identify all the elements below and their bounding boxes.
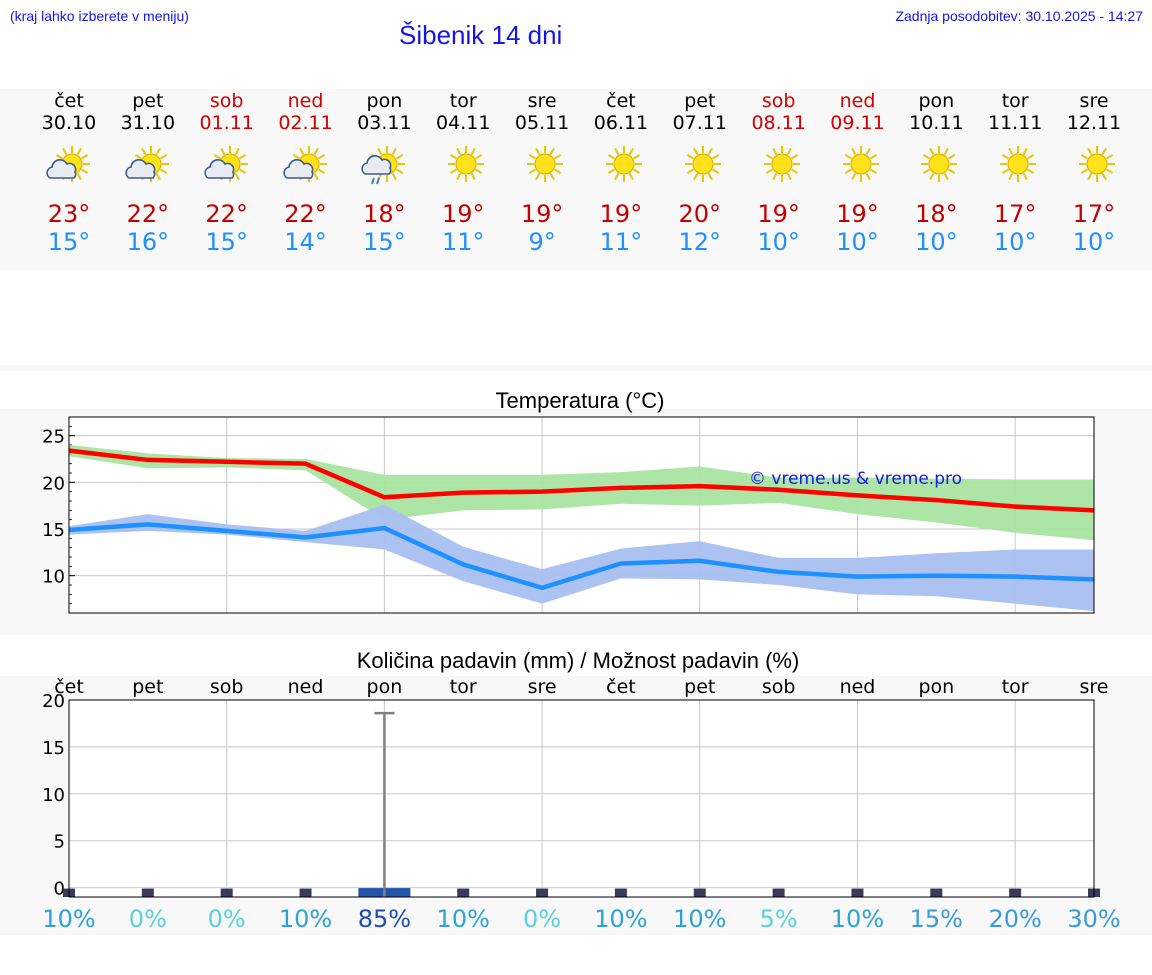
sun-icon: [831, 144, 885, 190]
day-date: 12.11: [1066, 112, 1122, 134]
min-temperature: 11°: [441, 228, 485, 256]
day-column: pon 03.11 18° 15°: [344, 90, 424, 256]
temperature-band: [0, 409, 1152, 635]
day-date: 30.10: [41, 112, 97, 134]
sun-cloud-icon: [200, 144, 254, 190]
sun-rain-icon: [357, 144, 411, 190]
day-name: pon: [918, 90, 955, 112]
min-temperature: 10°: [757, 228, 800, 256]
max-temperature: 18°: [363, 200, 406, 228]
day-date: 09.11: [830, 112, 885, 134]
sun-cloud-icon: [279, 144, 333, 190]
min-temperature: 12°: [678, 228, 722, 256]
day-name: čet: [54, 90, 84, 112]
max-temperature: 19°: [441, 200, 485, 228]
day-column: ned 02.11 22° 14°: [266, 90, 346, 256]
sun-cloud-icon: [42, 144, 96, 190]
day-column: ned 09.11 19° 10°: [818, 90, 898, 256]
location-hint: (kraj lahko izberete v meniju): [10, 8, 189, 24]
sun-icon: [909, 144, 963, 190]
day-column: sre 12.11 17° 10°: [1054, 90, 1134, 256]
sun-icon: [436, 144, 490, 190]
sun-icon: [673, 144, 727, 190]
sun-icon: [752, 144, 806, 190]
max-temperature: 19°: [520, 200, 564, 228]
day-name: sre: [527, 90, 557, 112]
max-temperature: 22°: [126, 200, 170, 228]
max-temperature: 22°: [205, 200, 248, 228]
sun-cloud-icon: [121, 144, 175, 190]
day-name: sre: [1079, 90, 1109, 112]
min-temperature: 11°: [599, 228, 643, 256]
day-date: 08.11: [751, 112, 806, 134]
max-temperature: 19°: [757, 200, 800, 228]
day-date: 04.11: [436, 112, 491, 134]
day-date: 07.11: [672, 112, 727, 134]
max-temperature: 18°: [915, 200, 958, 228]
temperature-chart-title: Temperatura (°C): [495, 388, 665, 413]
min-temperature: 9°: [528, 228, 556, 256]
precipitation-band: [0, 676, 1152, 935]
min-temperature: 10°: [836, 228, 879, 256]
precipitation-chart-title: Količina padavin (mm) / Možnost padavin …: [356, 648, 800, 673]
page-title: Šibenik 14 dni: [399, 20, 563, 50]
day-date: 03.11: [357, 112, 412, 134]
day-column: tor 11.11 17° 10°: [975, 90, 1055, 256]
separator: [0, 365, 1152, 371]
min-temperature: 10°: [993, 228, 1037, 256]
max-temperature: 23°: [47, 200, 91, 228]
day-column: sob 01.11 22° 15°: [187, 90, 267, 256]
day-name: pon: [366, 90, 403, 112]
max-temperature: 19°: [836, 200, 879, 228]
min-temperature: 15°: [363, 228, 406, 256]
day-date: 06.11: [593, 112, 649, 134]
sun-icon: [1067, 144, 1121, 190]
day-column: pet 31.10 22° 16°: [108, 90, 188, 256]
day-date: 01.11: [199, 112, 254, 134]
sun-icon: [515, 144, 569, 190]
day-name: sob: [761, 90, 796, 112]
min-temperature: 16°: [126, 228, 170, 256]
sun-icon: [594, 144, 648, 190]
max-temperature: 17°: [1072, 200, 1116, 228]
day-date: 10.11: [909, 112, 964, 134]
day-name: sob: [209, 90, 244, 112]
day-column: sre 05.11 19° 9°: [502, 90, 582, 256]
day-column: pet 07.11 20° 12°: [660, 90, 740, 256]
max-temperature: 17°: [993, 200, 1037, 228]
day-date: 31.10: [120, 112, 176, 134]
day-name: tor: [449, 90, 477, 112]
min-temperature: 15°: [47, 228, 91, 256]
day-date: 05.11: [514, 112, 570, 134]
min-temperature: 10°: [915, 228, 958, 256]
min-temperature: 15°: [205, 228, 248, 256]
day-name: ned: [287, 90, 324, 112]
forecast-band: [0, 89, 1152, 270]
sun-icon: [988, 144, 1042, 190]
max-temperature: 20°: [678, 200, 722, 228]
day-name: ned: [839, 90, 876, 112]
last-updated: Zadnja posodobitev: 30.10.2025 - 14:27: [895, 8, 1143, 24]
min-temperature: 10°: [1072, 228, 1116, 256]
day-name: čet: [606, 90, 636, 112]
day-column: čet 30.10 23° 15°: [29, 90, 109, 256]
min-temperature: 14°: [284, 228, 327, 256]
day-column: tor 04.11 19° 11°: [423, 90, 503, 256]
day-name: tor: [1001, 90, 1029, 112]
day-column: sob 08.11 19° 10°: [739, 90, 819, 256]
day-date: 11.11: [987, 112, 1043, 134]
day-name: pet: [684, 90, 716, 112]
day-date: 02.11: [278, 112, 333, 134]
day-name: pet: [132, 90, 164, 112]
day-column: čet 06.11 19° 11°: [581, 90, 661, 256]
max-temperature: 19°: [599, 200, 643, 228]
day-column: pon 10.11 18° 10°: [896, 90, 976, 256]
max-temperature: 22°: [284, 200, 327, 228]
